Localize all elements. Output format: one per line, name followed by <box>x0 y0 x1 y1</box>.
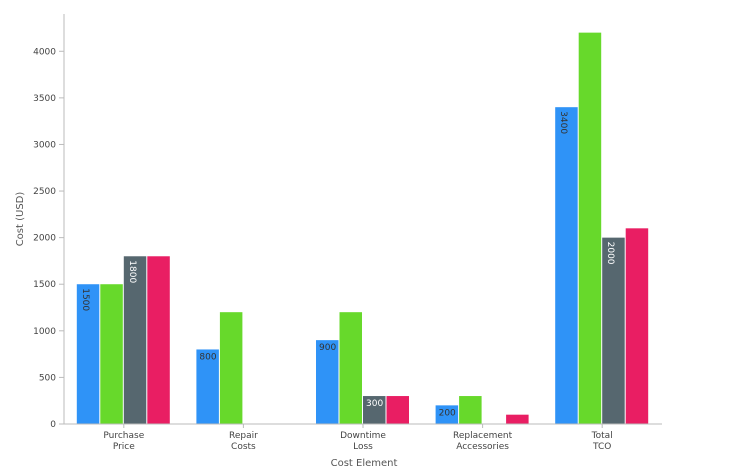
x-tick-label-line: Total <box>591 431 613 441</box>
bar <box>339 312 362 424</box>
x-tick-label: Downtime Loss <box>340 431 386 452</box>
bar-value-label: 1500 <box>80 288 90 311</box>
bar <box>386 396 409 424</box>
bar <box>602 237 625 424</box>
bar <box>196 349 219 424</box>
y-tick-label: 1000 <box>33 327 56 337</box>
y-tick-label: 2500 <box>33 187 56 197</box>
x-tick-label-line: Purchase <box>103 431 144 441</box>
bar-value-label: 1800 <box>127 260 137 283</box>
x-tick-label: Repair Costs <box>229 431 258 452</box>
x-axis-ticks: Purchase Price Repair Costs Downtime Loss Repl… <box>103 424 613 452</box>
y-axis-ticks: 0 500 1000 1500 2000 2500 3000 3500 4000 <box>33 47 64 430</box>
y-tick-label: 4000 <box>33 47 56 57</box>
bar <box>459 396 482 424</box>
x-tick-label: Replacement Accessories <box>453 431 513 452</box>
bar <box>435 405 459 424</box>
x-tick-label-line: Replacement <box>453 431 513 441</box>
y-tick-label: 3500 <box>33 94 56 104</box>
y-tick-label: 2000 <box>33 234 56 244</box>
x-tick-label: Purchase Price <box>103 431 144 452</box>
y-axis-title: Cost (USD) <box>15 192 26 247</box>
bar-value-label: 3400 <box>558 111 568 134</box>
bar-value-label: 200 <box>439 408 456 418</box>
y-tick-label: 3000 <box>33 140 56 150</box>
y-tick-label: 500 <box>39 373 56 383</box>
x-tick-label-line: Loss <box>353 442 373 452</box>
bar-value-label: 800 <box>199 352 216 362</box>
bar <box>100 284 123 424</box>
bar <box>578 32 602 425</box>
y-tick-label: 1500 <box>33 280 56 290</box>
x-tick-label: Total TCO <box>591 431 613 452</box>
bar <box>147 256 170 424</box>
bar-value-label: 2000 <box>605 242 615 265</box>
x-tick-label-line: Price <box>113 442 135 452</box>
bar <box>76 284 100 424</box>
bar-labels-layer: 1500 800 900 200 3400 1800 300 2000 <box>80 111 615 418</box>
bar <box>219 312 243 424</box>
x-tick-label-line: Costs <box>231 442 256 452</box>
bars-layer <box>76 32 649 425</box>
bar <box>363 396 386 424</box>
bar-value-label: 300 <box>366 399 383 409</box>
x-axis-title: Cost Element <box>331 458 398 469</box>
x-tick-label-line: Accessories <box>456 442 509 452</box>
bar <box>316 340 339 424</box>
bar <box>625 228 649 424</box>
bar-value-label: 900 <box>319 343 336 353</box>
bar <box>555 107 578 424</box>
x-tick-label-line: Downtime <box>340 431 386 441</box>
bar <box>123 256 147 424</box>
x-tick-label-line: TCO <box>592 442 611 452</box>
bar <box>506 414 529 424</box>
x-tick-label-line: Repair <box>229 431 258 441</box>
y-tick-label: 0 <box>50 420 56 430</box>
